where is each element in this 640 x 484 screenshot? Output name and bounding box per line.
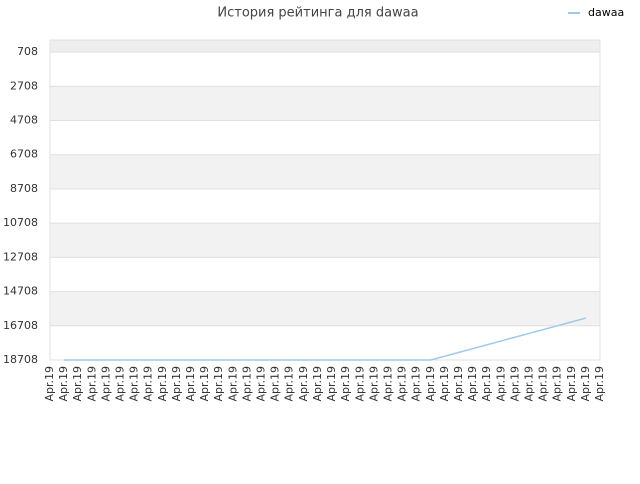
x-tick-label: Apr.19 [367,366,380,402]
x-tick-label: Apr.19 [297,366,310,402]
x-tick-label: Apr.19 [480,366,493,402]
grid-band [50,40,600,53]
x-tick-label: Apr.19 [508,366,521,402]
x-tick-label: Apr.19 [424,366,437,402]
x-tick-label: Apr.19 [466,366,479,402]
x-tick-label: Apr.19 [184,366,197,402]
x-tick-label: Apr.19 [494,366,507,402]
x-tick-label: Apr.19 [452,366,465,402]
x-tick-label: Apr.19 [522,366,535,402]
grid-band [50,188,600,224]
x-tick-label: Apr.19 [156,366,169,402]
x-tick-label: Apr.19 [593,366,606,402]
x-tick-label: Apr.19 [579,366,592,402]
y-tick-label: 708 [17,45,38,58]
x-tick-label: Apr.19 [283,366,296,402]
legend-label: dawaa [588,6,624,19]
x-tick-label: Apr.19 [438,366,451,402]
chart-title: История рейтинга для dawaa [217,6,418,21]
x-tick-label: Apr.19 [396,366,409,402]
x-tick-label: Apr.19 [353,366,366,402]
x-tick-label: Apr.19 [551,366,564,402]
x-tick-label: Apr.19 [43,366,56,402]
grid-band [50,325,600,360]
x-tick-label: Apr.19 [198,366,211,402]
x-tick-label: Apr.19 [339,366,352,402]
x-tick-label: Apr.19 [114,366,127,402]
y-tick-label: 12708 [3,250,38,263]
x-tick-label: Apr.19 [71,366,84,402]
x-tick-label: Apr.19 [128,366,141,402]
x-tick-label: Apr.19 [311,366,324,402]
x-tick-label: Apr.19 [142,366,155,402]
y-tick-label: 18708 [3,353,38,366]
grid-band [50,291,600,326]
grid-band [50,52,600,87]
y-tick-label: 10708 [3,216,38,229]
x-tick-label: Apr.19 [212,366,225,402]
y-tick-label: 8708 [10,182,38,195]
y-tick-label: 6708 [10,148,38,161]
x-tick-label: Apr.19 [57,366,70,402]
x-tick-label: Apr.19 [537,366,550,402]
line-series [64,317,587,361]
x-tick-label: Apr.19 [565,366,578,402]
y-tick-label: 2708 [10,79,38,92]
x-tick-label: Apr.19 [410,366,423,402]
y-tick-label: 14708 [3,285,38,298]
x-tick-label: Apr.19 [269,366,282,402]
x-tick-label: Apr.19 [240,366,253,402]
grid-band [50,86,600,121]
x-tick-label: Apr.19 [226,366,239,402]
grid-band [50,257,600,292]
x-tick-label: Apr.19 [170,366,183,402]
x-tick-label: Apr.19 [325,366,338,402]
x-tick-label: Apr.19 [381,366,394,402]
y-tick-label: 16708 [3,319,38,332]
grid-band [50,154,600,189]
grid-band [50,223,600,258]
grid-band [50,120,600,155]
y-tick-label: 4708 [10,114,38,127]
x-tick-label: Apr.19 [85,366,98,402]
x-tick-label: Apr.19 [99,366,112,402]
x-tick-label: Apr.19 [255,366,268,402]
